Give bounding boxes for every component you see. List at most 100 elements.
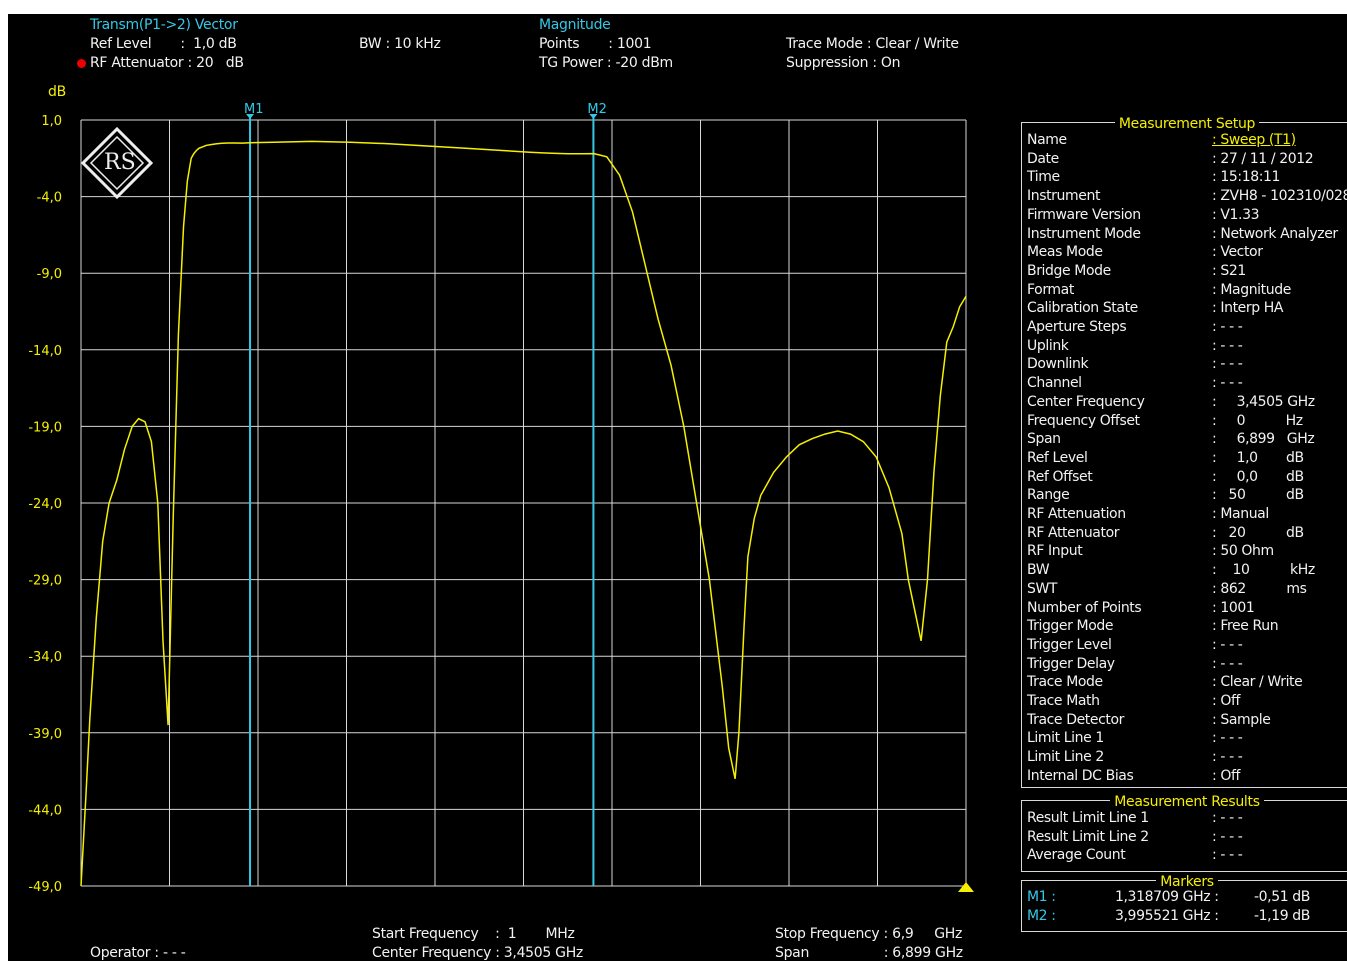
setup-row: Bridge Mode: S21 bbox=[1027, 262, 1347, 280]
setup-label: Downlink bbox=[1027, 356, 1089, 373]
y-tick-label: -24,0 bbox=[28, 497, 62, 512]
setup-value: : 0 Hz bbox=[1212, 412, 1303, 429]
setup-value: : Vector bbox=[1212, 244, 1263, 261]
setup-value: : 862 ms bbox=[1212, 580, 1307, 597]
result-row: Result Limit Line 1 : - - - bbox=[1027, 809, 1347, 827]
result-label: Average Count bbox=[1027, 847, 1126, 864]
markers-panel: Markers M1 : 1,318709 GHz : -0,51 dB M2 : 3,… bbox=[1021, 874, 1347, 932]
y-tick-label: -39,0 bbox=[28, 727, 62, 742]
rohde-schwarz-logo: RS bbox=[81, 127, 153, 199]
setup-row: Aperture Steps : - - - bbox=[1027, 318, 1347, 336]
setup-row: Date : 27 / 11 / 2012 bbox=[1027, 150, 1347, 168]
setup-value: : Off bbox=[1212, 767, 1241, 784]
setup-value: : - - - bbox=[1212, 319, 1243, 335]
setup-value: : 27 / 11 / 2012 bbox=[1212, 150, 1314, 167]
setup-label: Name bbox=[1027, 132, 1067, 148]
setup-value: : 50 dB bbox=[1212, 487, 1304, 504]
setup-label: RF Attenuation bbox=[1027, 506, 1126, 522]
y-axis-unit: dB bbox=[48, 84, 66, 100]
setup-row: Trigger Delay: - - - bbox=[1027, 655, 1347, 673]
setup-value: : 1,0 dB bbox=[1212, 449, 1304, 466]
setup-label: Trigger Mode bbox=[1027, 618, 1114, 635]
y-tick-label: -9,0 bbox=[37, 267, 62, 282]
setup-row: Format : Magnitude bbox=[1027, 281, 1347, 299]
trace-plot: 1,0 -4,0 -9,0 -14,0 -19,0 -24,0 -29,0 -34,0 -39,… bbox=[28, 102, 974, 895]
setup-label: Calibration State bbox=[1027, 300, 1138, 317]
setup-row: Number of Points: 1001 bbox=[1027, 599, 1347, 617]
setup-label: Range bbox=[1027, 487, 1070, 504]
marker-triangle-icon bbox=[589, 114, 598, 119]
setup-row: BW: 10 kHz bbox=[1027, 561, 1347, 579]
setup-value: : 3,4505 GHz bbox=[1212, 393, 1315, 410]
setup-row: Time: 15:18:11 bbox=[1027, 168, 1347, 186]
setup-value: : Off bbox=[1212, 693, 1241, 709]
result-label: Result Limit Line 2 bbox=[1027, 828, 1149, 845]
result-value: : - - - bbox=[1212, 810, 1243, 826]
tg-power-readout: TG Power : -20 dBm bbox=[539, 55, 673, 71]
setup-label: Frequency Offset bbox=[1027, 412, 1140, 429]
setup-label: Firmware Version bbox=[1027, 206, 1141, 223]
setup-value: : Manual bbox=[1212, 506, 1269, 522]
setup-label: Trace Detector bbox=[1027, 711, 1124, 728]
stop-frequency-readout: Stop Frequency : 6,9 GHz bbox=[775, 926, 963, 942]
format-readout: Magnitude bbox=[539, 17, 611, 33]
trace-mode-readout: Trace Mode : Clear / Write bbox=[786, 36, 959, 52]
setup-row: Limit Line 1: - - - bbox=[1027, 729, 1347, 747]
measurement-setup-title: Measurement Setup bbox=[1114, 116, 1260, 132]
setup-label: Limit Line 2 bbox=[1027, 749, 1104, 766]
setup-row: Instrument: ZVH8 - 102310/028 bbox=[1027, 187, 1347, 205]
setup-label: Time bbox=[1027, 169, 1060, 186]
setup-label: Trace Math bbox=[1027, 693, 1100, 709]
center-frequency-readout: Center Frequency : 3,4505 GHz bbox=[372, 945, 583, 961]
analyzer-screen: Transm(P1->2) Vector Ref Level : 1,0 dB … bbox=[8, 14, 1347, 961]
setup-row: Trace Mode: Clear / Write bbox=[1027, 673, 1347, 691]
setup-label: Format bbox=[1027, 281, 1074, 298]
setup-value: : Sweep (T1) bbox=[1212, 132, 1296, 148]
setup-label: RF Attenuator bbox=[1027, 524, 1120, 541]
marker-triangle-icon bbox=[246, 114, 255, 119]
setup-row: RF Attenuation : Manual bbox=[1027, 505, 1347, 523]
ref-level-readout: Ref Level : 1,0 dB bbox=[90, 36, 237, 52]
setup-value: : - - - bbox=[1212, 730, 1243, 747]
trace-line bbox=[80, 140, 967, 887]
marker-label: M2 bbox=[587, 102, 607, 117]
result-value: : - - - bbox=[1212, 847, 1243, 864]
y-tick-label: -19,0 bbox=[28, 420, 62, 435]
setup-value: : Free Run bbox=[1212, 618, 1279, 635]
setup-row: RF Input: 50 Ohm bbox=[1027, 542, 1347, 560]
setup-row: Trigger Mode : Free Run bbox=[1027, 617, 1347, 635]
setup-label: Date bbox=[1027, 150, 1059, 167]
setup-row: Meas Mode: Vector bbox=[1027, 243, 1347, 261]
rf-attenuator-readout: RF Attenuator : 20 dB bbox=[90, 55, 244, 71]
result-label: Result Limit Line 1 bbox=[1027, 810, 1149, 826]
setup-label: Aperture Steps bbox=[1027, 319, 1127, 335]
setup-row: Ref Offset: 0,0 dB bbox=[1027, 468, 1347, 486]
setup-label: Channel bbox=[1027, 375, 1082, 392]
y-tick-label: -49,0 bbox=[28, 880, 62, 895]
setup-row: Range : 50 dB bbox=[1027, 486, 1347, 504]
setup-value: : Clear / Write bbox=[1212, 674, 1303, 691]
bandwidth-readout: BW : 10 kHz bbox=[359, 36, 441, 52]
setup-label: Internal DC Bias bbox=[1027, 767, 1134, 784]
marker-level: -1,19 dB bbox=[1254, 908, 1310, 924]
setup-label: Ref Level bbox=[1027, 449, 1088, 466]
marker-label: M1 bbox=[244, 102, 264, 117]
marker-name: M2 : bbox=[1027, 908, 1056, 924]
setup-row: Trace Math : Off bbox=[1027, 692, 1347, 710]
marker-level: -0,51 dB bbox=[1254, 889, 1310, 905]
setup-row: Downlink: - - - bbox=[1027, 355, 1347, 373]
marker-name: M1 : bbox=[1027, 889, 1056, 905]
setup-row: SWT: 862 ms bbox=[1027, 580, 1347, 598]
setup-value: : S21 bbox=[1212, 262, 1246, 279]
y-tick-label: 1,0 bbox=[41, 114, 62, 129]
setup-label: Uplink bbox=[1027, 337, 1069, 354]
setup-value: : Magnitude bbox=[1212, 281, 1291, 298]
marker-row: M2 : 3,995521 GHz : -1,19 dB bbox=[1027, 907, 1347, 925]
measurement-results-panel: Measurement Results Result Limit Line 1:… bbox=[1021, 794, 1347, 872]
y-tick-label: -34,0 bbox=[28, 650, 62, 665]
start-frequency-readout: Start Frequency : 1 MHz bbox=[372, 926, 575, 942]
y-tick-label: -44,0 bbox=[28, 803, 62, 818]
span-readout: Span : 6,899 GHz bbox=[775, 945, 963, 961]
setup-value: : Interp HA bbox=[1212, 300, 1284, 317]
setup-value: : 50 Ohm bbox=[1212, 543, 1274, 560]
